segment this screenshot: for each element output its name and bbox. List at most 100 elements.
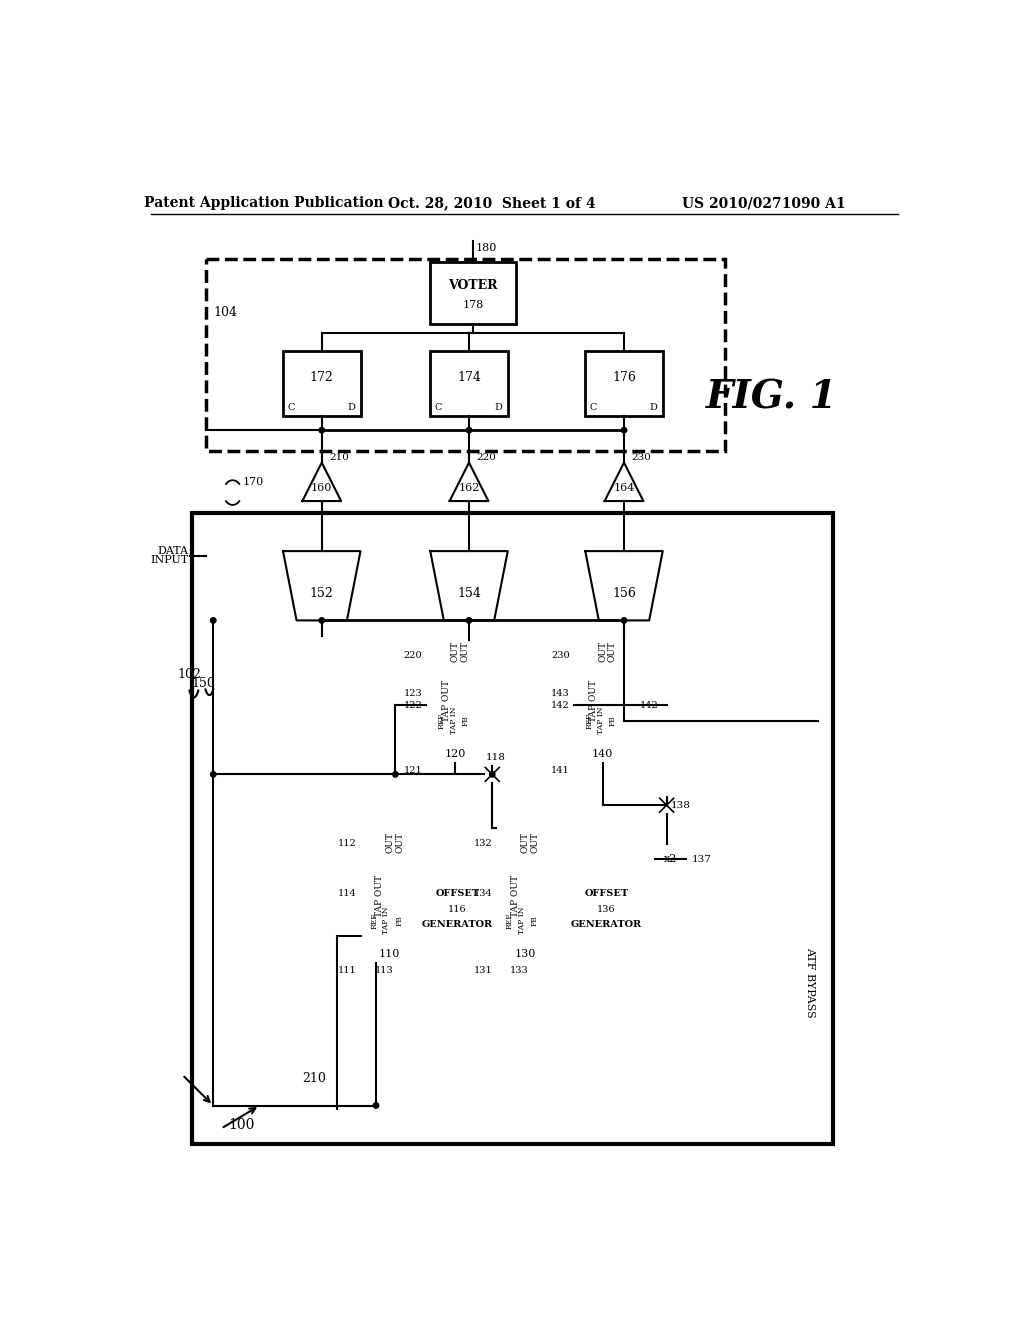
Text: FB: FB — [608, 715, 616, 726]
Text: TAP OUT: TAP OUT — [511, 875, 519, 916]
Text: C: C — [434, 403, 441, 412]
Circle shape — [622, 618, 627, 623]
Circle shape — [466, 428, 472, 433]
Text: OUT: OUT — [598, 640, 607, 661]
Text: TAP OUT: TAP OUT — [441, 680, 451, 722]
Text: 131: 131 — [473, 966, 493, 975]
Circle shape — [466, 618, 472, 623]
Text: REF: REF — [371, 912, 379, 929]
Text: 133: 133 — [510, 966, 528, 975]
Text: 170: 170 — [243, 477, 264, 487]
Bar — [430, 351, 508, 416]
Circle shape — [211, 772, 216, 777]
Text: GENERATOR: GENERATOR — [422, 920, 493, 929]
Bar — [586, 351, 663, 416]
Text: 130: 130 — [514, 949, 536, 958]
Text: 230: 230 — [551, 651, 569, 660]
Text: DATA: DATA — [158, 546, 188, 556]
Text: 210: 210 — [302, 1072, 327, 1085]
Text: 116: 116 — [449, 904, 467, 913]
Text: FB: FB — [461, 715, 469, 726]
Text: TAP OUT: TAP OUT — [589, 680, 598, 722]
Bar — [283, 351, 360, 416]
Text: 123: 123 — [403, 689, 423, 698]
Text: OUT: OUT — [395, 832, 404, 853]
Bar — [191, 512, 834, 1144]
Text: D: D — [649, 403, 657, 412]
Text: OUT: OUT — [385, 832, 394, 853]
Text: 134: 134 — [473, 890, 493, 898]
Circle shape — [374, 1102, 379, 1109]
Text: 121: 121 — [403, 766, 423, 775]
Text: 142: 142 — [551, 701, 569, 710]
Bar — [566, 874, 647, 948]
Text: REF: REF — [585, 713, 593, 729]
Text: FB: FB — [395, 915, 403, 927]
Text: 110: 110 — [379, 949, 400, 958]
Text: TAP OUT: TAP OUT — [375, 875, 384, 916]
Text: 172: 172 — [310, 371, 334, 384]
Text: OUT: OUT — [530, 832, 540, 853]
Text: OFFSET: OFFSET — [435, 890, 479, 898]
Bar — [360, 829, 419, 964]
Text: INPUT: INPUT — [151, 556, 188, 565]
Text: 164: 164 — [613, 483, 635, 492]
Text: OUT: OUT — [451, 640, 460, 661]
Text: 178: 178 — [462, 300, 483, 310]
Bar — [219, 529, 758, 700]
Text: TAP IN: TAP IN — [382, 907, 390, 935]
Bar — [419, 874, 496, 948]
Text: 137: 137 — [692, 854, 712, 863]
Text: REF: REF — [506, 912, 514, 929]
Text: 114: 114 — [338, 890, 356, 898]
Bar — [206, 259, 725, 451]
Text: 154: 154 — [457, 587, 481, 601]
Circle shape — [319, 618, 325, 623]
Circle shape — [211, 618, 216, 623]
Text: D: D — [495, 403, 503, 412]
Text: 136: 136 — [597, 904, 615, 913]
Text: TAP IN: TAP IN — [518, 907, 525, 935]
Text: US 2010/0271090 A1: US 2010/0271090 A1 — [682, 197, 846, 210]
Text: REF: REF — [438, 713, 445, 729]
Bar — [430, 263, 515, 323]
Text: 220: 220 — [476, 453, 496, 462]
Bar — [573, 640, 632, 763]
Text: 160: 160 — [311, 483, 333, 492]
Text: 156: 156 — [612, 587, 636, 601]
Text: 104: 104 — [213, 306, 238, 319]
Text: ATF BYPASS: ATF BYPASS — [805, 946, 815, 1018]
Text: TAP IN: TAP IN — [597, 706, 605, 734]
Text: OUT: OUT — [520, 832, 529, 853]
Text: 120: 120 — [444, 748, 466, 759]
Bar — [426, 640, 484, 763]
Text: FIG. 1: FIG. 1 — [706, 378, 837, 416]
Text: 138: 138 — [671, 801, 690, 809]
Text: 111: 111 — [338, 966, 356, 975]
Bar — [496, 829, 554, 964]
Text: 140: 140 — [592, 748, 613, 759]
Text: C: C — [287, 403, 295, 412]
Bar — [206, 520, 825, 1137]
Text: 220: 220 — [403, 651, 423, 660]
Text: 210: 210 — [329, 453, 349, 462]
Circle shape — [489, 772, 495, 777]
Text: Oct. 28, 2010  Sheet 1 of 4: Oct. 28, 2010 Sheet 1 of 4 — [388, 197, 596, 210]
Text: OUT: OUT — [607, 640, 616, 661]
Text: 174: 174 — [457, 371, 481, 384]
Text: 141: 141 — [551, 766, 569, 775]
Text: 142: 142 — [640, 701, 658, 710]
Text: 143: 143 — [551, 689, 569, 698]
Text: 118: 118 — [486, 752, 506, 762]
Text: FB: FB — [530, 915, 539, 927]
Circle shape — [622, 428, 627, 433]
Text: 230: 230 — [631, 453, 651, 462]
Text: x2: x2 — [664, 854, 677, 865]
Text: 162: 162 — [459, 483, 479, 492]
Text: 102: 102 — [178, 668, 202, 681]
Circle shape — [392, 772, 398, 777]
Text: 132: 132 — [473, 840, 493, 849]
Bar — [658, 797, 675, 813]
Text: 152: 152 — [310, 587, 334, 601]
Text: VOTER: VOTER — [449, 279, 498, 292]
